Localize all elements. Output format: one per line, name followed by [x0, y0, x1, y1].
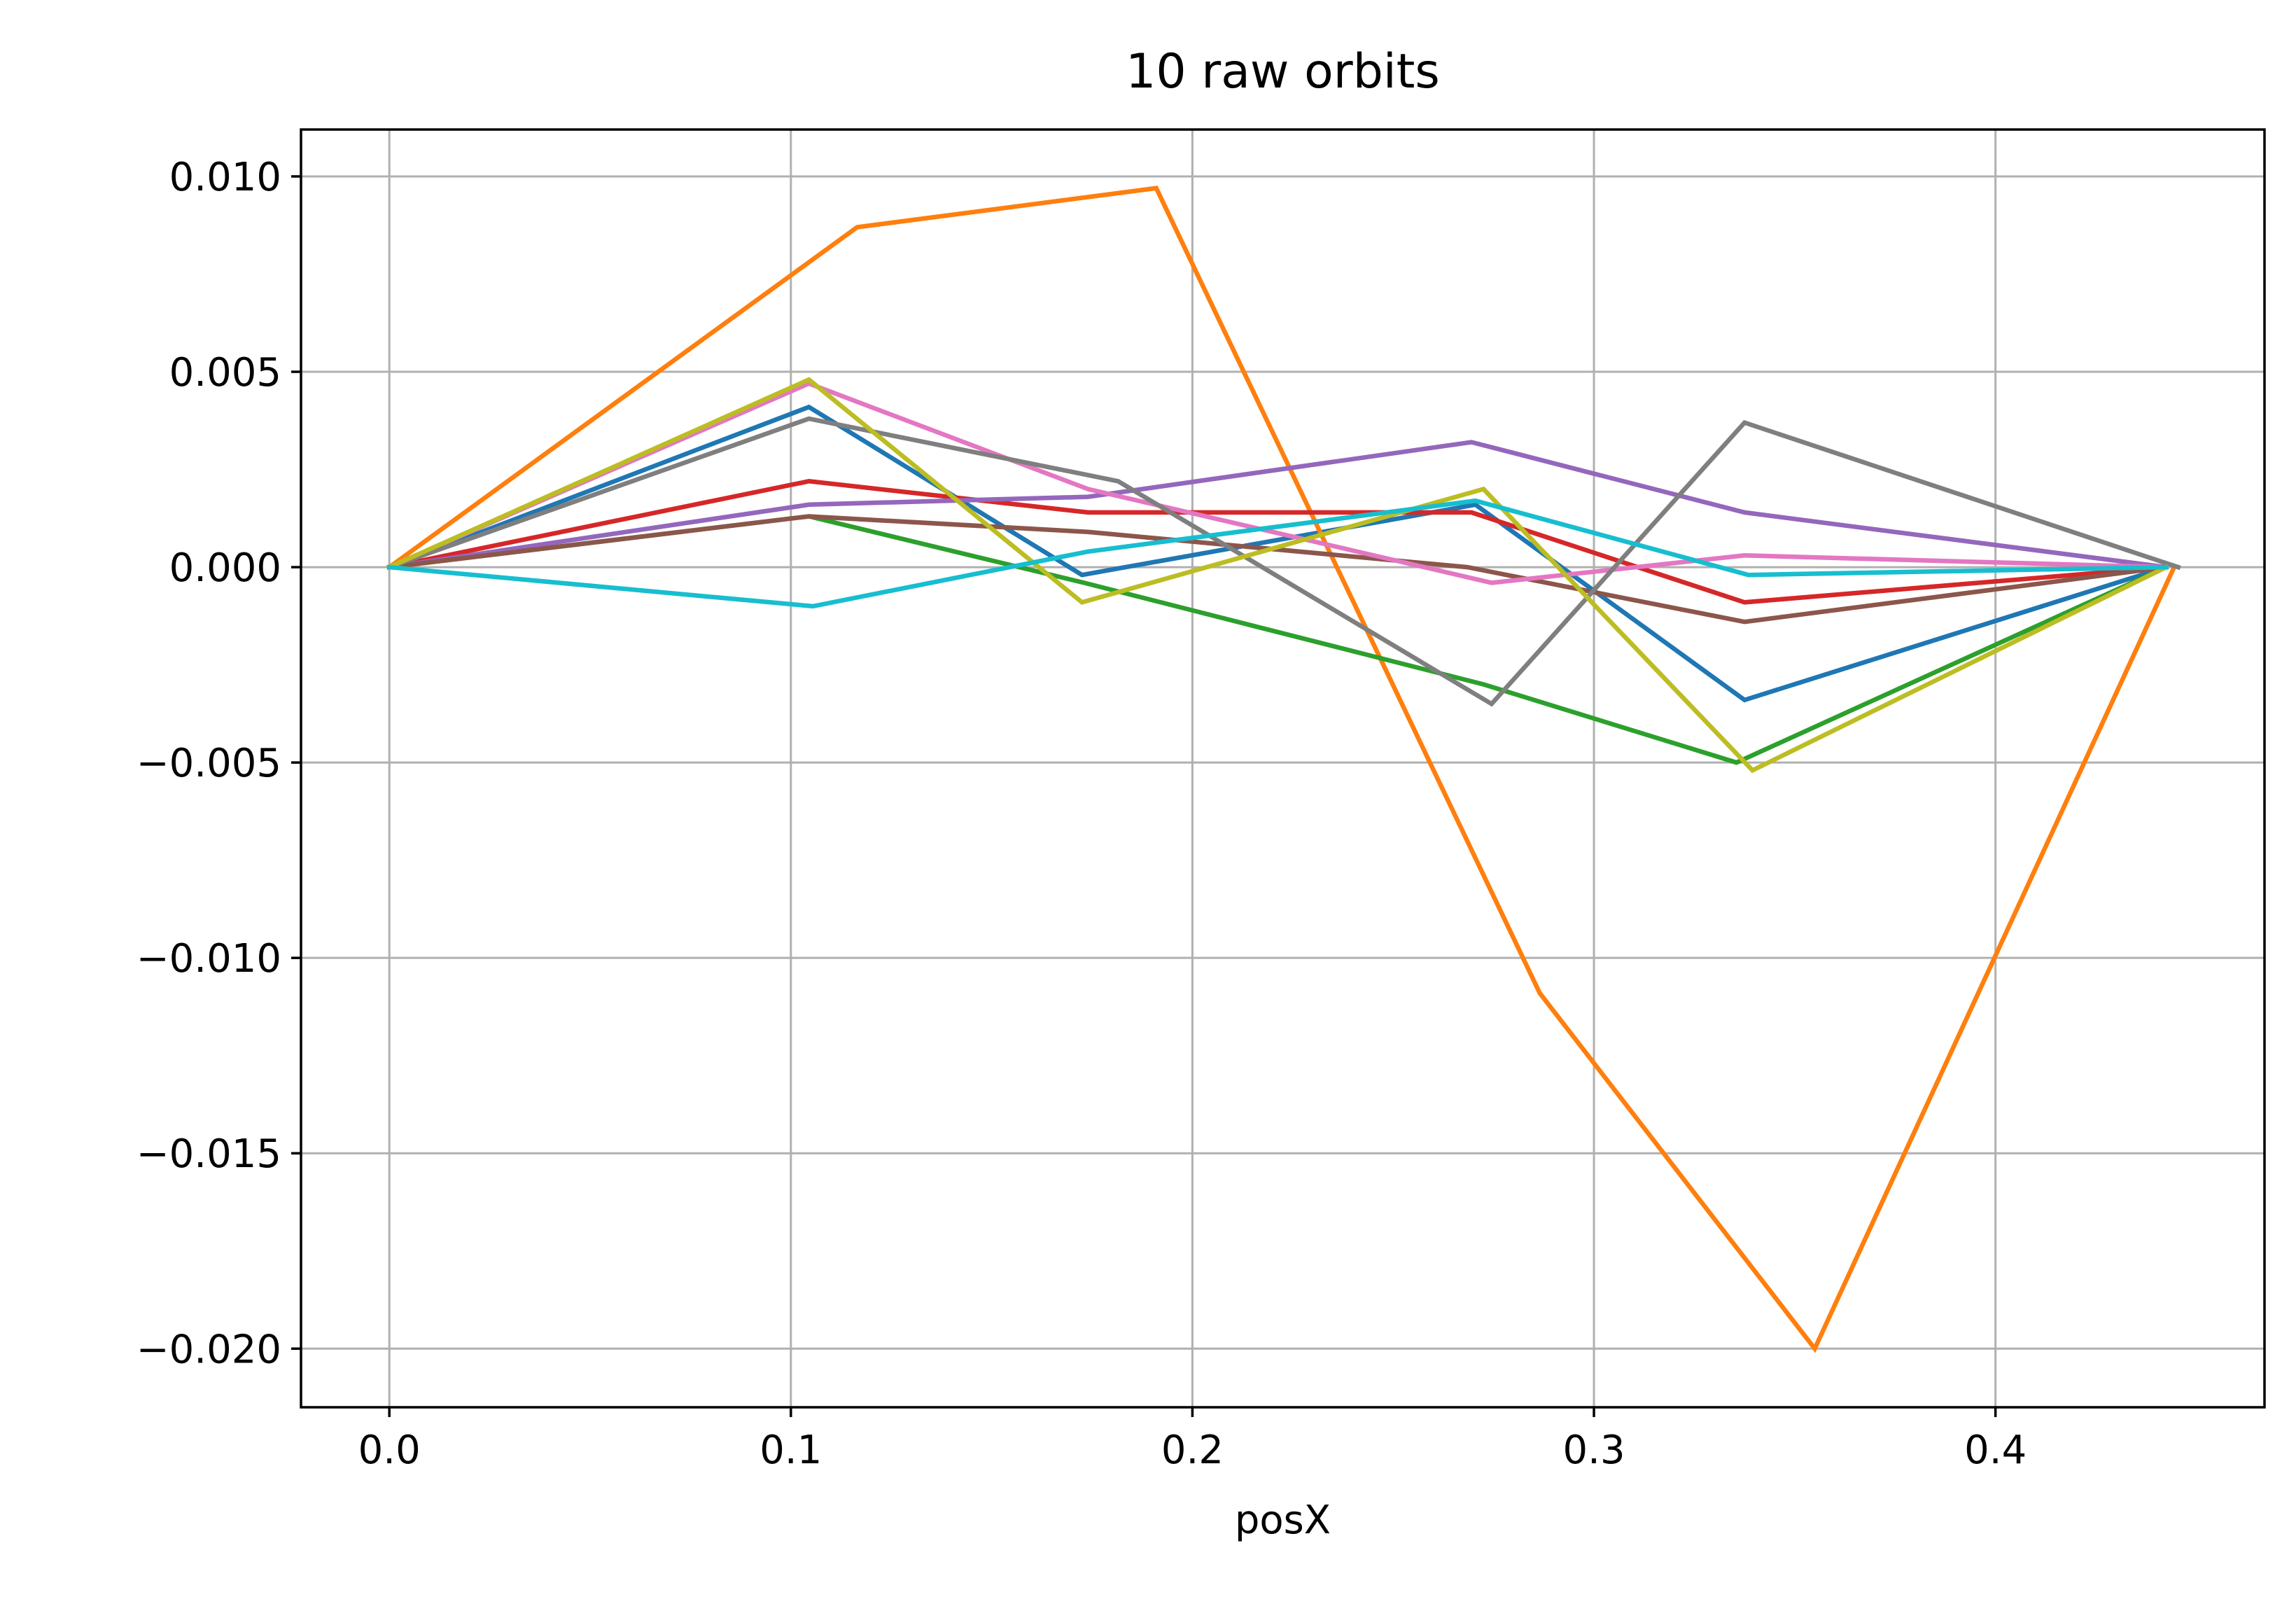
series-line-8 — [386, 416, 2181, 707]
series-line-5 — [386, 440, 2169, 570]
x-tick-label: 0.2 — [1161, 1428, 1224, 1473]
y-tick-label: −0.005 — [136, 741, 281, 786]
series-line-6 — [386, 514, 2169, 625]
y-tick-label: −0.020 — [136, 1327, 281, 1372]
y-tick-label: −0.010 — [136, 936, 281, 982]
y-tick-label: 0.010 — [169, 155, 281, 200]
series-line-7 — [386, 381, 2169, 585]
plot-area-frame — [300, 128, 2266, 1409]
y-tick-label: −0.015 — [136, 1131, 281, 1177]
x-tick-label: 0.4 — [1964, 1428, 2026, 1473]
series-line-1 — [386, 404, 2169, 703]
x-tick-label: 0.3 — [1563, 1428, 1625, 1473]
series-line-2 — [386, 186, 2178, 1353]
ticks: 0.0 0.1 0.2 0.3 0.4 0.010 0.005 0.000 −0.005 −0.0… — [136, 155, 2026, 1473]
series-lines — [386, 186, 2181, 1353]
x-tick-label: 0.0 — [358, 1428, 421, 1473]
series-line-9 — [386, 377, 2169, 774]
series-line-10 — [386, 498, 2169, 609]
x-axis-label: posX — [1235, 1498, 1331, 1543]
chart-title: 10 raw orbits — [1126, 44, 1440, 99]
y-tick-label: 0.005 — [169, 350, 281, 396]
grid — [301, 130, 2264, 1407]
x-tick-label: 0.1 — [760, 1428, 822, 1473]
y-tick-label: 0.000 — [169, 545, 281, 591]
series-line-4 — [386, 479, 2169, 605]
